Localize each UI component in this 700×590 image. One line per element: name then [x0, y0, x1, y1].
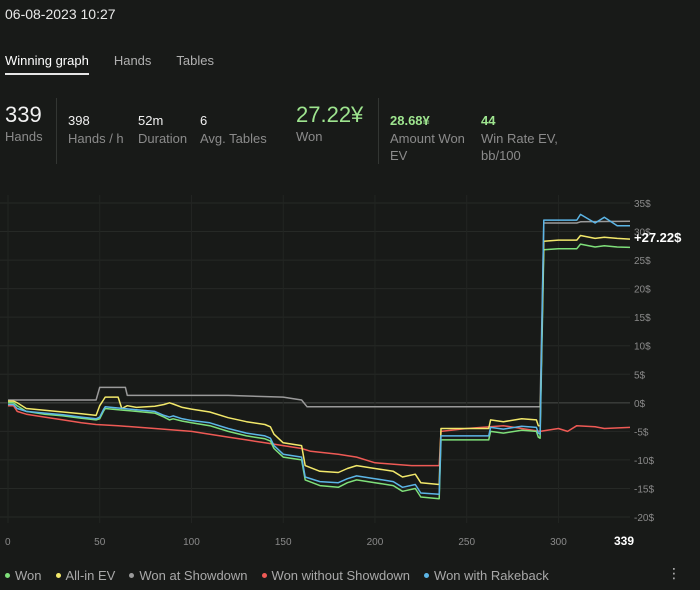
legend-item-won-without-showdown[interactable]: Won without Showdown [261, 568, 411, 583]
y-tick-label: -20$ [634, 513, 654, 524]
stat-won: 27.22¥ Won [296, 98, 363, 145]
stat-hands-per-hour: 398 Hands / h [68, 98, 124, 147]
y-tick-label: 0$ [634, 399, 646, 410]
stat-amount-won-ev: 28.68¥ Amount Won EV [390, 98, 465, 164]
stat-hands-per-hour-value: 398 [68, 113, 90, 128]
stat-win-rate-ev-label-1: Win Rate EV, [481, 131, 558, 146]
legend-item-won-with-rakeback[interactable]: Won with Rakeback [424, 568, 549, 583]
legend-label: Won [15, 568, 42, 583]
y-tick-label: -5$ [634, 427, 649, 438]
legend-label: Won at Showdown [139, 568, 248, 583]
y-tick-label: 25$ [634, 256, 651, 267]
x-axis-ticks: 0 50 100 150 200 250 300 339 [5, 534, 634, 548]
x-tick-label: 250 [458, 537, 475, 548]
stats-panel: 339 Hands 398 Hands / h 52m Duration 6 A… [0, 98, 700, 168]
y-tick-label: 15$ [634, 313, 651, 324]
y-tick-label: -15$ [634, 484, 654, 495]
y-tick-label: 10$ [634, 342, 651, 353]
stats-divider [56, 98, 57, 164]
legend-dot [129, 573, 135, 578]
final-value-label: +27.22$ [634, 230, 682, 245]
tab-winning-graph[interactable]: Winning graph [5, 53, 89, 75]
legend-dot [424, 573, 430, 578]
stat-avg-tables-label: Avg. Tables [200, 131, 267, 146]
x-tick-label: 300 [550, 537, 567, 548]
chart-legend: Won All-in EV Won at Showdown Won withou… [5, 568, 563, 583]
legend-label: Won without Showdown [271, 568, 411, 583]
stat-hands-value: 339 [5, 102, 42, 127]
stat-win-rate-ev-label-2: bb/100 [481, 148, 521, 163]
series-line-won-at-showdown [8, 220, 631, 408]
stat-amount-won-ev-value: 28.68¥ [390, 113, 430, 128]
y-tick-label: 20$ [634, 285, 651, 296]
stat-win-rate-ev-value: 44 [481, 113, 496, 128]
x-tick-label: 0 [5, 537, 11, 548]
y-axis-ticks: 35$ 30$ 25$ 20$ 15$ 10$ 5$ 0$ -5$ -10$ -15$ -20$ [634, 199, 654, 524]
x-tick-label: 339 [614, 534, 634, 548]
stat-duration: 52m Duration [138, 98, 187, 147]
x-tick-label: 50 [94, 537, 106, 548]
legend-item-all-in-ev[interactable]: All-in EV [55, 568, 116, 583]
stat-avg-tables: 6 Avg. Tables [200, 98, 267, 147]
x-tick-label: 100 [183, 537, 200, 548]
tab-hands[interactable]: Hands [113, 53, 152, 68]
legend-item-won[interactable]: Won [5, 568, 42, 583]
session-datetime: 06-08-2023 10:27 [5, 6, 116, 22]
tab-tables[interactable]: Tables [176, 53, 214, 68]
x-tick-label: 200 [367, 537, 384, 548]
stat-won-label: Won [296, 129, 323, 144]
x-tick-label: 150 [275, 537, 292, 548]
more-dots-icon[interactable]: ⋮ [667, 565, 681, 581]
tab-bar: Winning graph Hands Tables [5, 53, 239, 75]
stat-avg-tables-value: 6 [200, 113, 208, 128]
series-line-won-with-rakeback [8, 213, 630, 495]
legend-item-won-at-showdown[interactable]: Won at Showdown [129, 568, 248, 583]
chart-series [8, 213, 631, 500]
stat-amount-won-ev-label-1: Amount Won [390, 131, 465, 146]
stat-win-rate-ev: 44 Win Rate EV, bb/100 [481, 98, 558, 164]
legend-label: All-in EV [65, 568, 116, 583]
series-line-won-without-showdown [8, 404, 631, 467]
stat-amount-won-ev-label-2: EV [390, 148, 408, 163]
stat-duration-value: 52m [138, 113, 164, 128]
legend-dot [261, 573, 267, 578]
y-tick-label: 5$ [634, 370, 646, 381]
series-line-all-in-ev [8, 234, 631, 486]
winning-graph-chart: 35$ 30$ 25$ 20$ 15$ 10$ 5$ 0$ -5$ -10$ -15$ -20$ 0 5… [0, 195, 682, 548]
y-tick-label: 35$ [634, 199, 651, 210]
chart-grid [0, 195, 630, 523]
stat-won-value: 27.22¥ [296, 102, 364, 127]
legend-dot [55, 573, 61, 578]
series-line-won [8, 243, 631, 500]
legend-dot [5, 573, 10, 578]
stat-hands-label: Hands [5, 129, 43, 144]
y-tick-label: -10$ [634, 456, 654, 467]
stat-hands: 339 Hands [5, 98, 43, 145]
stat-hands-per-hour-label: Hands / h [68, 131, 124, 146]
y-tick-label: 30$ [634, 228, 651, 239]
stats-divider [378, 98, 379, 164]
stat-duration-label: Duration [138, 131, 188, 146]
legend-label: Won with Rakeback [434, 568, 549, 583]
